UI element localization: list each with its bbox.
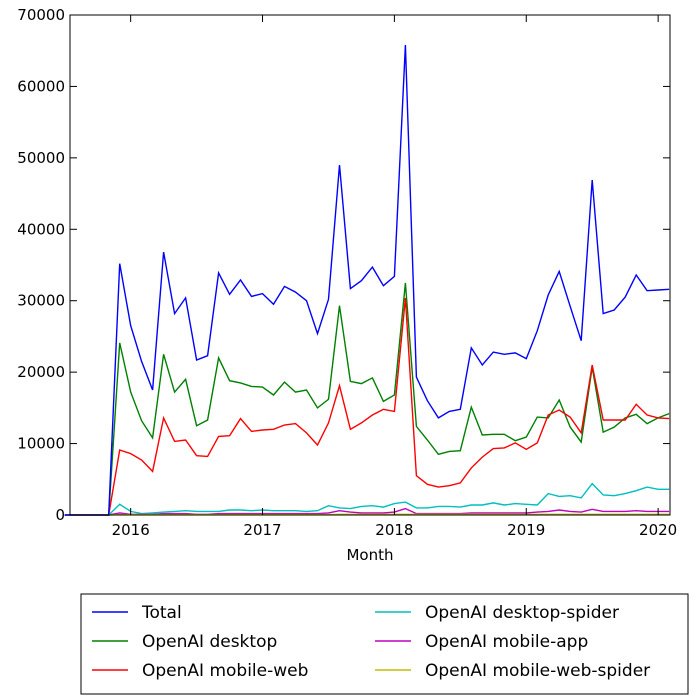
plot-frame	[69, 14, 671, 516]
legend-label: OpenAI mobile-app	[425, 632, 588, 652]
x-axis-label: Month	[346, 546, 393, 564]
y-tick-label: 10000	[17, 435, 65, 453]
series-layer	[64, 44, 670, 516]
x-tick-label: 2017	[243, 521, 281, 539]
legend-item: OpenAI desktop	[92, 632, 277, 652]
y-tick-label: 0	[55, 506, 65, 524]
legend-frame	[80, 593, 689, 695]
y-tick-label: 60000	[17, 77, 65, 95]
x-tick-label: 2016	[112, 521, 150, 539]
legend-label: OpenAI desktop	[142, 632, 277, 652]
legend-item: OpenAI mobile-web-spider	[375, 661, 650, 681]
series-line-total	[64, 44, 670, 516]
legend-label: OpenAI desktop-spider	[425, 603, 619, 623]
legend-entries: Total OpenAI desktop OpenAI mobile-web Open…	[92, 603, 650, 681]
series-line-openai-mobile-web	[64, 297, 670, 516]
legend-label: Total	[141, 603, 182, 623]
x-tick-label: 2018	[375, 521, 413, 539]
x-tick-label: 2020	[639, 521, 677, 539]
y-tick-label: 40000	[17, 220, 65, 238]
legend-label: OpenAI mobile-web	[142, 661, 308, 681]
y-tick-label: 70000	[17, 6, 65, 24]
legend-item: OpenAI mobile-web	[92, 661, 308, 681]
legend-item: OpenAI mobile-app	[375, 632, 588, 652]
y-axis: 0 10000 20000 30000 40000 50000 60000 70000	[17, 6, 670, 524]
legend-item: OpenAI desktop-spider	[375, 603, 619, 623]
y-tick-label: 30000	[17, 292, 65, 310]
x-axis: 2016 2017 2018 2019 2020	[112, 15, 677, 539]
series-line-openai-mobile-app	[64, 507, 670, 516]
y-tick-label: 20000	[17, 363, 65, 381]
x-tick-label: 2019	[507, 521, 545, 539]
legend: Total OpenAI desktop OpenAI mobile-web Open…	[80, 593, 689, 695]
legend-item: Total	[92, 603, 182, 623]
y-tick-label: 50000	[17, 149, 65, 167]
series-line-openai-desktop	[64, 282, 670, 516]
series-line-openai-desktop-spider	[64, 482, 670, 516]
legend-label: OpenAI mobile-web-spider	[425, 661, 650, 681]
